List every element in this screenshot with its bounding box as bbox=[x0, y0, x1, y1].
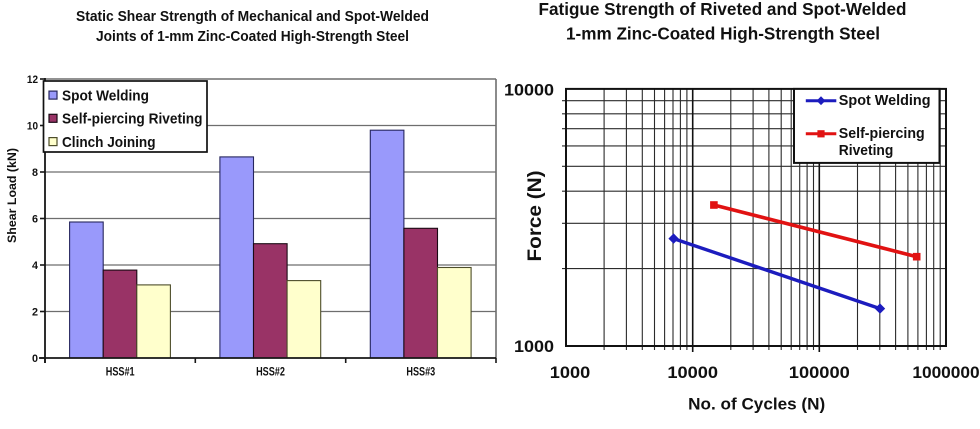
svg-text:HSS#3: HSS#3 bbox=[406, 366, 435, 379]
svg-text:1000000: 1000000 bbox=[912, 363, 979, 382]
svg-text:12: 12 bbox=[27, 74, 38, 86]
svg-text:8: 8 bbox=[32, 167, 38, 179]
svg-text:HSS#2: HSS#2 bbox=[256, 366, 285, 379]
svg-text:6: 6 bbox=[32, 214, 38, 226]
svg-text:Spot Welding: Spot Welding bbox=[839, 93, 931, 109]
svg-text:10: 10 bbox=[27, 121, 38, 133]
svg-text:Static Shear Strength of Mecha: Static Shear Strength of Mechanical and … bbox=[76, 8, 429, 25]
svg-text:Joints of 1-mm Zinc-Coated Hig: Joints of 1-mm Zinc-Coated High-Strength… bbox=[96, 28, 409, 45]
svg-text:Clinch Joining: Clinch Joining bbox=[62, 134, 156, 151]
svg-text:1-mm Zinc-Coated High-Strength: 1-mm Zinc-Coated High-Strength Steel bbox=[566, 24, 880, 44]
svg-text:0: 0 bbox=[32, 353, 38, 365]
svg-text:10000: 10000 bbox=[504, 80, 554, 99]
svg-text:HSS#1: HSS#1 bbox=[106, 366, 135, 379]
svg-text:2: 2 bbox=[32, 307, 38, 319]
svg-text:Self-piercing Riveting: Self-piercing Riveting bbox=[62, 111, 203, 128]
svg-text:4: 4 bbox=[32, 260, 38, 272]
svg-text:Fatigue Strength of Riveted an: Fatigue Strength of Riveted and Spot-Wel… bbox=[539, 0, 907, 19]
svg-text:100000: 100000 bbox=[789, 363, 850, 382]
svg-text:Self-piercing: Self-piercing bbox=[839, 126, 925, 142]
svg-text:1000: 1000 bbox=[550, 363, 590, 382]
svg-text:10000: 10000 bbox=[667, 363, 718, 382]
svg-text:1000: 1000 bbox=[514, 337, 554, 356]
svg-text:Force (N): Force (N) bbox=[524, 171, 546, 262]
svg-text:No. of Cycles (N): No. of Cycles (N) bbox=[688, 396, 825, 414]
svg-text:Spot Welding: Spot Welding bbox=[62, 88, 149, 105]
svg-text:Riveting: Riveting bbox=[839, 143, 894, 159]
svg-text:Shear Load (kN): Shear Load (kN) bbox=[5, 148, 19, 243]
